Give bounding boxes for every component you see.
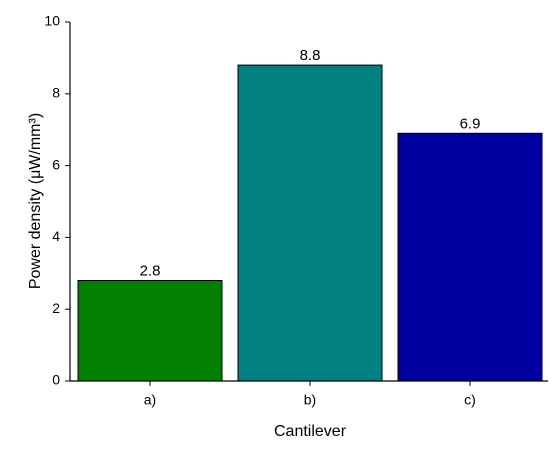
x-tick-label: a) bbox=[144, 392, 156, 408]
y-tick-label: 2 bbox=[52, 300, 60, 316]
y-tick-label: 8 bbox=[52, 85, 60, 101]
x-tick-label: b) bbox=[304, 392, 316, 408]
y-tick-label: 10 bbox=[44, 13, 60, 29]
bar bbox=[237, 64, 383, 382]
bar bbox=[77, 279, 223, 382]
y-axis-title: Power density (μW/mm³) bbox=[27, 113, 44, 289]
value-label: 2.8 bbox=[140, 262, 161, 279]
bar bbox=[397, 132, 543, 382]
x-tick-label: c) bbox=[464, 392, 476, 408]
value-label: 8.8 bbox=[300, 47, 321, 64]
x-axis-title: Cantilever bbox=[274, 423, 347, 440]
y-tick-label: 4 bbox=[52, 228, 60, 244]
y-tick-label: 0 bbox=[52, 372, 60, 388]
y-tick-label: 6 bbox=[52, 156, 60, 172]
value-label: 6.9 bbox=[460, 115, 481, 132]
